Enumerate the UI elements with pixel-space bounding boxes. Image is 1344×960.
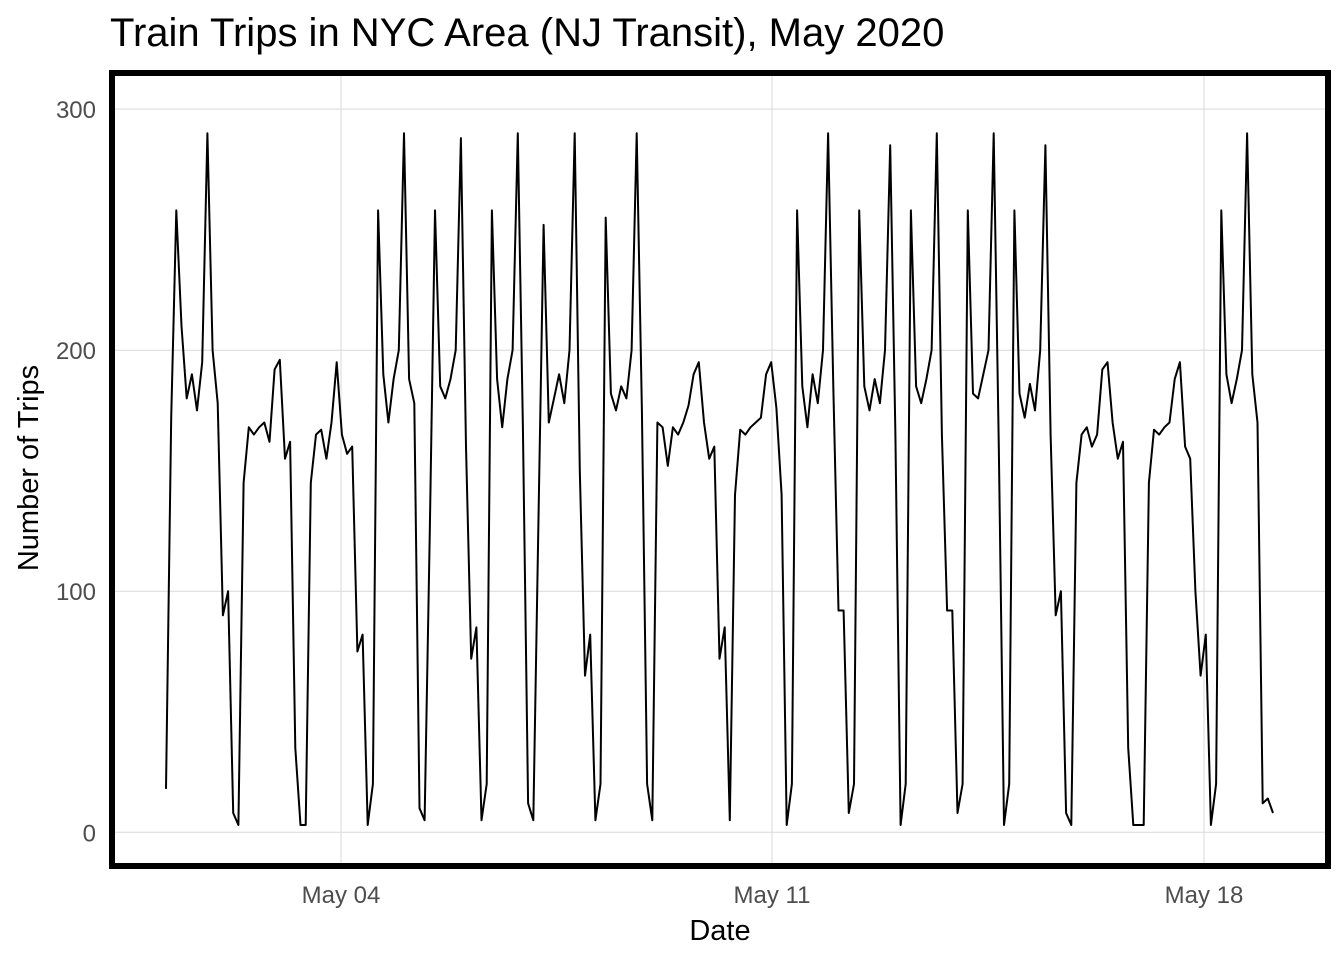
y-tick-label: 300 bbox=[56, 97, 96, 124]
y-axis-ticks: 0 100 200 300 bbox=[56, 97, 96, 847]
y-tick-label: 0 bbox=[83, 820, 96, 847]
x-axis-ticks: May 04 May 11 May 18 bbox=[302, 882, 1244, 909]
x-tick-label: May 11 bbox=[734, 882, 811, 909]
grid-lines bbox=[112, 73, 1328, 866]
chart-title: Train Trips in NYC Area (NJ Transit), Ma… bbox=[110, 11, 944, 55]
x-axis-title: Date bbox=[689, 915, 750, 947]
y-tick-label: 100 bbox=[56, 579, 96, 606]
x-tick-label: May 18 bbox=[1165, 882, 1244, 909]
x-tick-label: May 04 bbox=[302, 882, 381, 909]
plot-frame bbox=[109, 70, 1331, 869]
y-axis-title: Number of Trips bbox=[13, 365, 45, 571]
series-layer bbox=[165, 132, 1274, 826]
trips-series-line bbox=[165, 132, 1274, 826]
y-tick-label: 200 bbox=[56, 338, 96, 365]
